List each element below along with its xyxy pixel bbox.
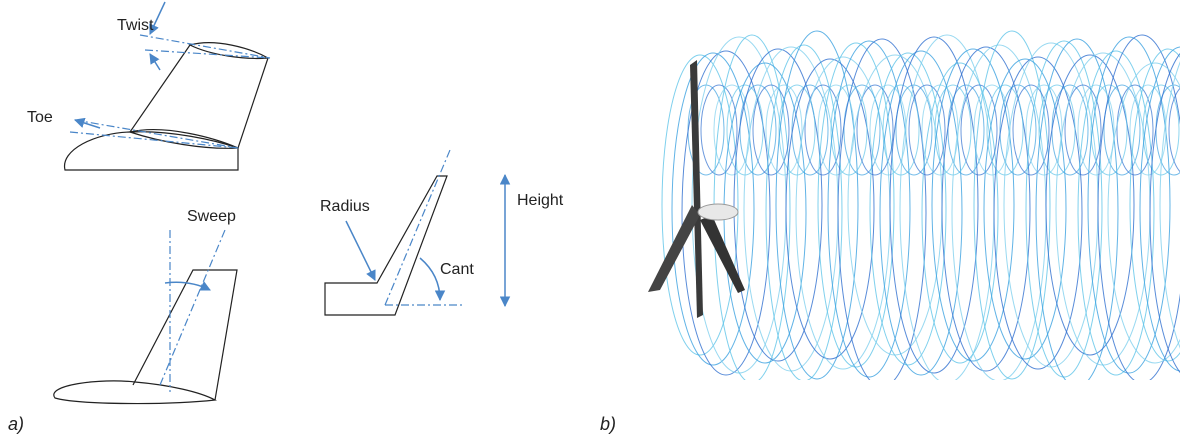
vortex-loop: [796, 57, 890, 369]
cant-sketch: Radius Cant Height: [320, 150, 564, 315]
sweep-label: Sweep: [187, 208, 236, 225]
height-label: Height: [517, 192, 564, 209]
vortex-loop: [984, 59, 1066, 359]
cant-label: Cant: [440, 261, 474, 278]
vortex-loop: [880, 51, 962, 375]
toe-label: Toe: [27, 109, 53, 126]
sweep-sketch: Sweep: [54, 208, 237, 403]
vortex-loop: [922, 63, 998, 363]
vortex-loop: [952, 45, 1046, 381]
vortex-wake: [662, 31, 1180, 387]
vortex-loop: [1046, 55, 1134, 355]
figure: Twist Toe Sweep Radius Cant Height a) b): [0, 0, 1180, 439]
radius-label: Radius: [320, 198, 370, 215]
twist-label: Twist: [117, 17, 154, 34]
caption-a: a): [8, 414, 24, 434]
vortex-loop: [932, 49, 1014, 361]
vortex-loop: [1169, 85, 1180, 175]
twist-toe-sketch: Twist Toe: [27, 2, 270, 170]
caption-b: b): [600, 414, 616, 434]
